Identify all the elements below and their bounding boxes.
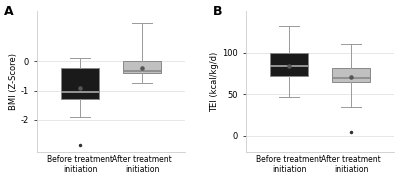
Text: B: B <box>213 5 222 19</box>
PathPatch shape <box>270 53 308 76</box>
PathPatch shape <box>123 60 161 73</box>
PathPatch shape <box>61 68 99 99</box>
Text: A: A <box>4 5 14 19</box>
PathPatch shape <box>332 68 370 82</box>
Y-axis label: TEI (kcal/kg/d): TEI (kcal/kg/d) <box>210 51 220 112</box>
Y-axis label: BMI (Z-Score): BMI (Z-Score) <box>9 53 18 110</box>
